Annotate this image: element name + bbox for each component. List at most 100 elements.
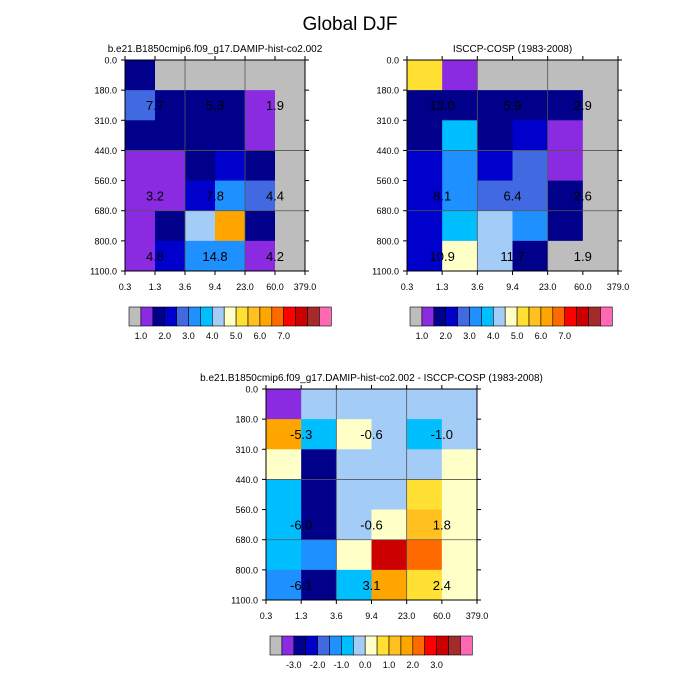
x-tick-label: 1.3: [295, 611, 308, 621]
heatmap-cell: [512, 240, 549, 272]
heatmap-cell: [185, 60, 216, 91]
heatmap-cell: [336, 479, 372, 510]
x-tick-label: 3.6: [330, 611, 343, 621]
colorbar-label: 5.0: [511, 331, 524, 341]
heatmap-cell: [155, 90, 186, 121]
colorbar-swatch: [564, 306, 577, 327]
heatmap-cell: [442, 210, 478, 242]
heatmap-cell: [245, 180, 276, 212]
y-tick-label: 1100.0: [90, 267, 117, 277]
panel-title: b.e21.B1850cmip6.f09_g17.DAMIP-hist-co2.…: [108, 44, 323, 55]
heatmap-cell: [441, 539, 478, 571]
cell-value-label: 2.4: [433, 578, 451, 593]
heatmap-cell: [512, 60, 549, 91]
heatmap-cell: [512, 120, 549, 151]
heatmap-cell: [441, 419, 478, 450]
colorbar-swatch: [176, 306, 189, 327]
colorbar-swatch: [364, 635, 378, 656]
heatmap-cell: [512, 90, 549, 121]
colorbar-label: 5.0: [230, 331, 243, 341]
colorbar-swatch: [445, 306, 458, 327]
heatmap-cell: [582, 240, 619, 272]
heatmap-cell: [371, 419, 408, 450]
x-tick-label: 379.0: [607, 282, 630, 292]
colorbar-swatch: [600, 306, 613, 327]
heatmap-cell: [275, 180, 306, 212]
y-tick-label: 440.0: [235, 475, 258, 485]
x-tick-label: 3.6: [179, 282, 192, 292]
colorbar-swatch: [400, 635, 414, 656]
colorbar-label: 1.0: [383, 660, 396, 670]
colorbar-swatch: [319, 306, 332, 327]
colorbar-swatch: [448, 635, 461, 656]
heatmap-cell: [301, 479, 337, 510]
y-tick-label: 180.0: [376, 86, 399, 96]
cell-value-label: 4.2: [266, 249, 284, 264]
colorbar-label: 7.0: [277, 331, 290, 341]
heatmap-cell: [477, 180, 513, 212]
cell-value-label: 3.2: [146, 189, 164, 204]
heatmap-cell: [266, 569, 302, 601]
heatmap-cell: [245, 60, 276, 91]
y-tick-label: 1100.0: [372, 267, 399, 277]
heatmap-cell: [125, 240, 156, 272]
colorbar-label: 3.0: [182, 331, 195, 341]
heatmap-cell: [406, 419, 443, 450]
heatmap-cell: [266, 509, 302, 541]
x-tick-label: 379.0: [294, 282, 317, 292]
x-tick-label: 379.0: [466, 611, 489, 621]
heatmap-cell: [245, 150, 276, 181]
heatmap-cell: [215, 180, 246, 212]
colorbar-label: 4.0: [487, 331, 500, 341]
colorbar-swatch: [388, 635, 402, 656]
cell-value-label: 1.9: [574, 249, 592, 264]
heatmap-cell: [477, 120, 513, 151]
colorbar-label: 6.0: [254, 331, 267, 341]
heatmap-cell: [125, 150, 156, 181]
colorbar-swatch: [259, 306, 273, 327]
y-tick-label: 310.0: [376, 116, 399, 126]
y-tick-label: 560.0: [376, 176, 399, 186]
colorbar-swatch: [269, 635, 283, 656]
heatmap-cell: [245, 210, 276, 242]
heatmap-cell: [371, 509, 408, 541]
colorbar-label: -1.0: [334, 660, 350, 670]
colorbar-swatch: [235, 306, 249, 327]
colorbar-swatch: [164, 306, 177, 327]
colorbar-label: -3.0: [286, 660, 302, 670]
heatmap-cell: [582, 90, 619, 121]
heatmap-cell: [266, 479, 302, 510]
colorbar-swatch: [247, 306, 261, 327]
cell-value-label: 2.6: [574, 189, 592, 204]
y-tick-label: 180.0: [94, 86, 117, 96]
y-tick-label: 310.0: [94, 116, 117, 126]
heatmap-cell: [582, 60, 619, 91]
heatmap-cell: [185, 240, 216, 272]
heatmap-cell: [442, 120, 478, 151]
y-tick-label: 560.0: [94, 176, 117, 186]
heatmap-cell: [547, 240, 584, 272]
x-tick-label: 0.3: [401, 282, 414, 292]
heatmap-cell: [441, 389, 478, 420]
x-tick-label: 3.6: [471, 282, 484, 292]
heatmap-cell: [125, 120, 156, 151]
colorbar-swatch: [421, 306, 435, 327]
colorbar-swatch: [492, 306, 506, 327]
x-tick-label: 1.3: [149, 282, 162, 292]
heatmap-cell: [125, 180, 156, 212]
y-tick-label: 680.0: [94, 206, 117, 216]
heatmap-cell: [185, 180, 216, 212]
colorbar-swatch: [223, 306, 237, 327]
cell-value-label: 1.8: [433, 518, 451, 533]
heatmap-cell: [266, 539, 302, 571]
heatmap-cell: [441, 449, 478, 480]
colorbar-swatch: [212, 306, 225, 327]
y-tick-label: 680.0: [235, 535, 258, 545]
colorbar-swatch: [307, 306, 320, 327]
figure-title: Global DJF: [302, 14, 397, 35]
panel-1: b.e21.B1850cmip6.f09_g17.DAMIP-hist-co2.…: [90, 44, 332, 341]
panel-2: ISCCP-COSP (1983-2008) 0.0 180.0 310.0 440.0…: [372, 44, 629, 341]
heatmap-cell: [336, 449, 372, 480]
colorbar-swatch: [152, 306, 166, 327]
